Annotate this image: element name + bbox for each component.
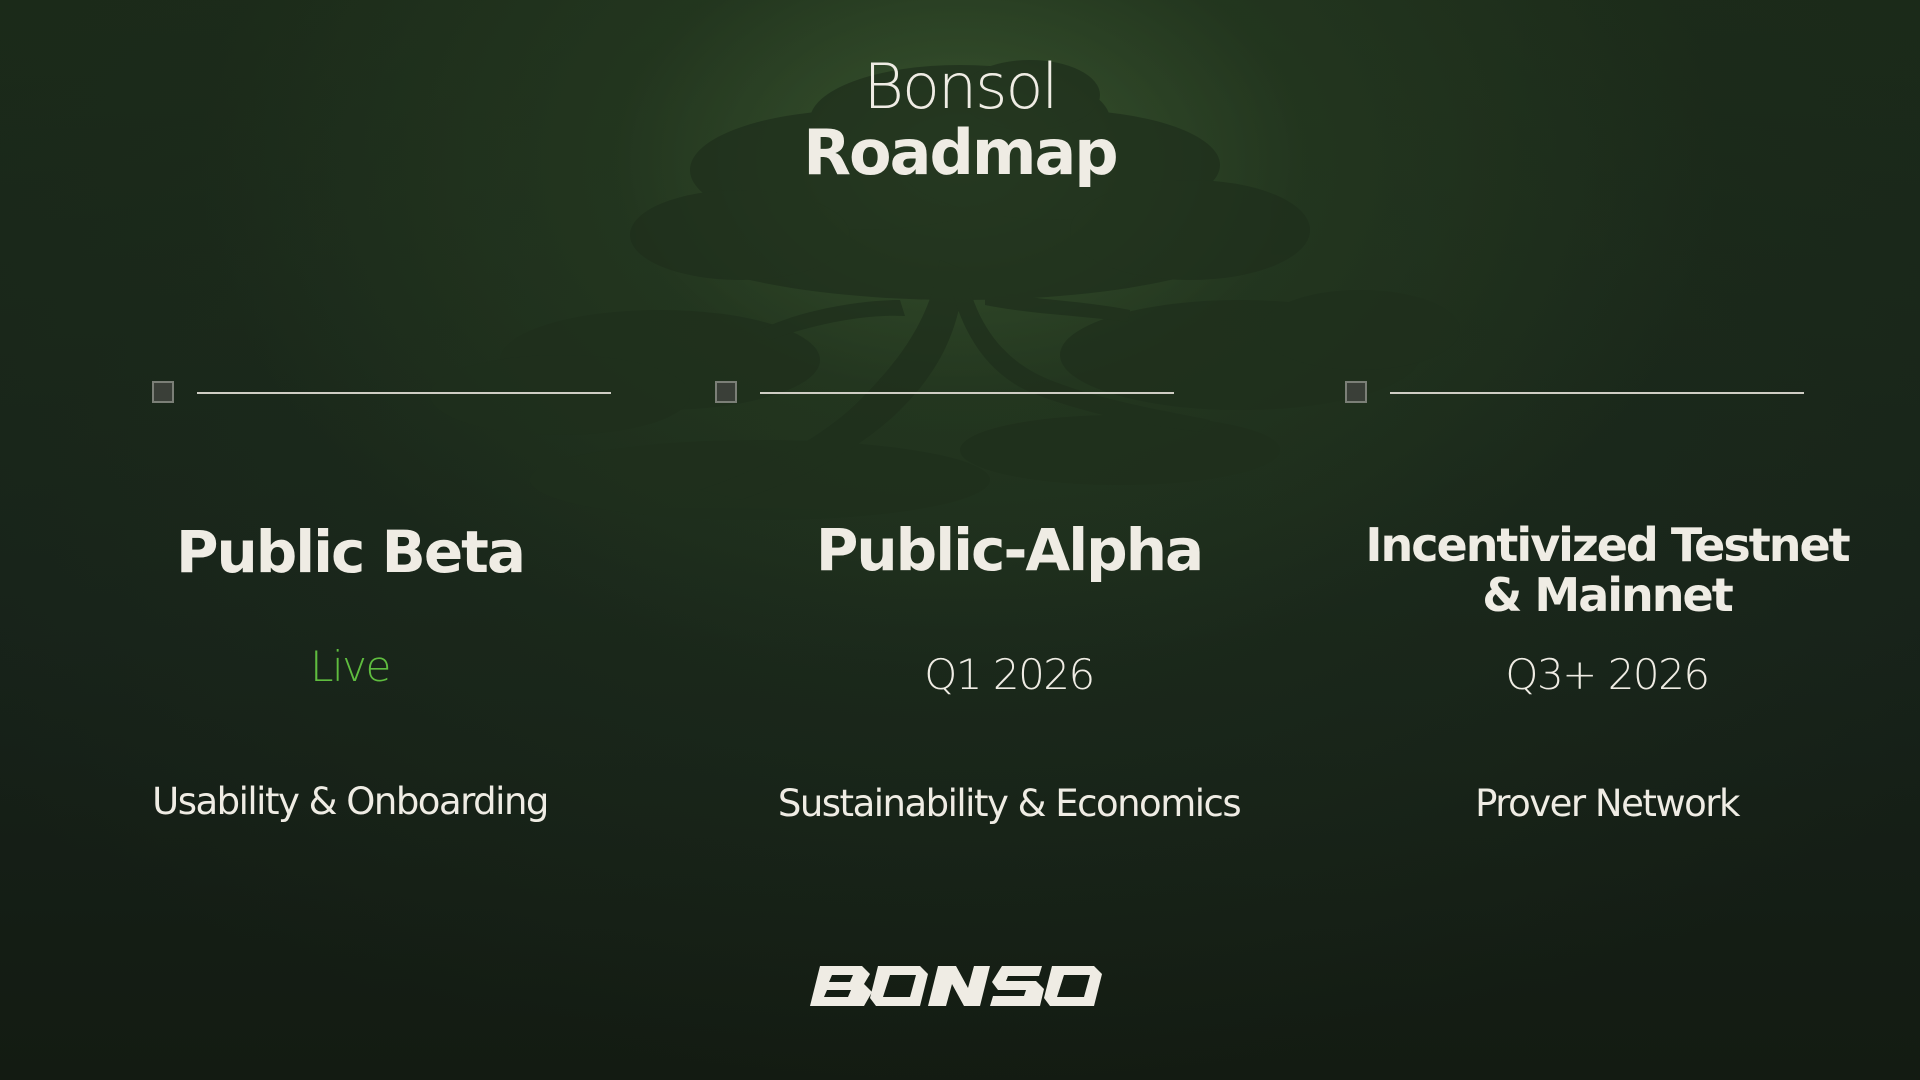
timeline-marker-1 bbox=[152, 381, 174, 403]
timeline-marker-2 bbox=[715, 381, 737, 403]
phase-focus: Prover Network bbox=[1475, 782, 1740, 825]
timeline-rule-2 bbox=[760, 392, 1174, 394]
slide-title: Bonsol Roadmap bbox=[0, 52, 1920, 184]
phase-title: Public-Alpha bbox=[815, 516, 1204, 584]
phase-title-line-2: & Mainnet bbox=[1482, 568, 1733, 622]
phase-status: Live bbox=[310, 642, 391, 691]
phase-status: Q3+ 2026 bbox=[1505, 650, 1710, 699]
phase-title: Incentivized Testnet & Mainnet bbox=[1347, 520, 1867, 620]
bonsol-logo bbox=[810, 966, 1102, 1006]
timeline-rule-1 bbox=[197, 392, 611, 394]
timeline-marker-3 bbox=[1345, 381, 1367, 403]
phase-title: Public Beta bbox=[175, 518, 526, 586]
phase-focus: Usability & Onboarding bbox=[152, 780, 549, 823]
phase-focus: Sustainability & Economics bbox=[777, 782, 1242, 825]
title-line-bonsol: Bonsol bbox=[863, 50, 1058, 123]
timeline-rule-3 bbox=[1390, 392, 1804, 394]
title-line-roadmap: Roadmap bbox=[803, 116, 1118, 189]
phase-title-line-1: Incentivized Testnet bbox=[1365, 518, 1850, 572]
phase-status: Q1 2026 bbox=[924, 650, 1095, 699]
